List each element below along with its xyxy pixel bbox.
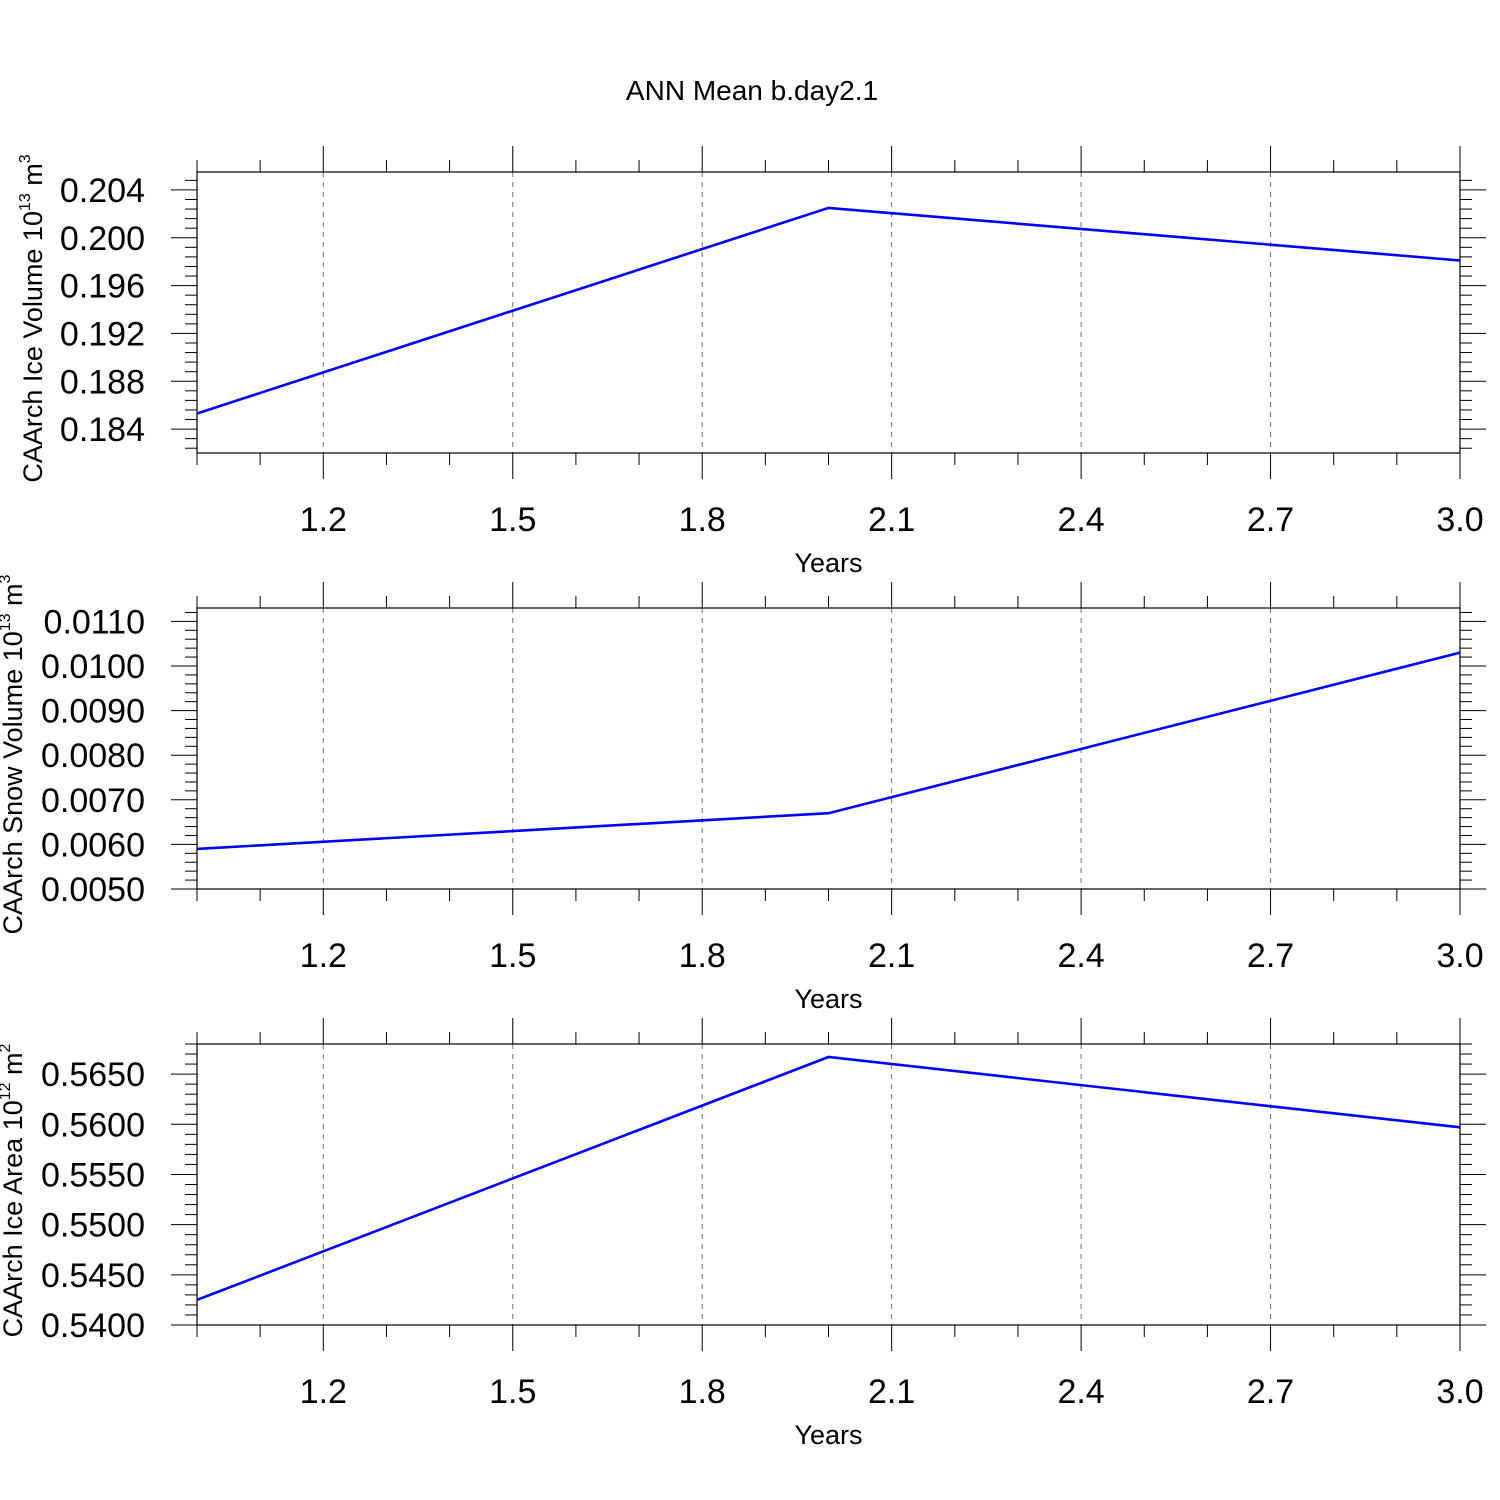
x-tick-label: 2.1 <box>868 937 915 975</box>
y-tick-label: 0.5550 <box>41 1156 145 1194</box>
x-axis-label: Years <box>794 1420 862 1450</box>
y-tick-label: 0.5450 <box>41 1257 145 1295</box>
figure-title: ANN Mean b.day2.1 <box>626 75 878 106</box>
x-tick-label: 2.4 <box>1057 501 1104 539</box>
y-axis-label: CAArch Snow Volume 1013 m3 <box>0 574 28 934</box>
x-tick-label: 1.8 <box>679 1373 726 1411</box>
y-tick-label: 0.204 <box>60 172 145 210</box>
chart-panel-1: 1.2 1.5 1.8 2.1 2.4 2.7 3.0 0.184 0.188 0.192 0.19… <box>17 146 1486 578</box>
x-tick-label: 2.7 <box>1247 937 1294 975</box>
x-tick-label: 1.8 <box>679 937 726 975</box>
x-axis-label: Years <box>794 548 862 578</box>
y-tick-label: 0.188 <box>60 363 145 401</box>
y-tick-label: 0.196 <box>60 268 145 306</box>
x-tick-label: 2.1 <box>868 1373 915 1411</box>
y-tick-label: 0.0060 <box>41 826 145 864</box>
y-tick-label: 0.5400 <box>41 1307 145 1345</box>
x-axis-label: Years <box>794 984 862 1014</box>
y-tick-label: 0.5650 <box>41 1056 145 1094</box>
panels: 1.2 1.5 1.8 2.1 2.4 2.7 3.0 0.184 0.188 0.192 0.19… <box>0 146 1486 1450</box>
y-tick-label: 0.0090 <box>41 693 145 731</box>
y-axis-label: CAArch Ice Volume 1013 m3 <box>17 154 48 482</box>
y-tick-label: 0.200 <box>60 220 145 258</box>
x-tick-label: 3.0 <box>1436 501 1483 539</box>
series-line-1 <box>196 651 1461 851</box>
y-tick-label: 0.5600 <box>41 1106 145 1144</box>
y-tick-label: 0.0050 <box>41 871 145 909</box>
y-tick-label: 0.0110 <box>44 603 145 641</box>
x-tick-label: 1.8 <box>679 501 726 539</box>
y-tick-label: 0.0100 <box>41 648 145 686</box>
x-tick-label: 1.2 <box>300 1373 347 1411</box>
x-tick-label: 1.5 <box>489 501 536 539</box>
x-tick-label: 1.5 <box>489 937 536 975</box>
y-tick-label: 0.0080 <box>41 737 145 775</box>
y-tick-label: 0.192 <box>60 315 145 353</box>
y-tick-label: 0.184 <box>60 411 145 449</box>
x-tick-label: 3.0 <box>1436 1373 1483 1411</box>
x-tick-label: 2.7 <box>1247 501 1294 539</box>
y-axis-label: CAArch Ice Area 1012 m2 <box>0 1043 28 1337</box>
chart-panel-3: 1.2 1.5 1.8 2.1 2.4 2.7 3.0 0.5400 0.5450 0.5500 0… <box>0 1018 1486 1450</box>
x-tick-label: 1.5 <box>489 1373 536 1411</box>
y-tick-label: 0.0070 <box>41 782 145 820</box>
y-tick-label: 0.5500 <box>41 1207 145 1245</box>
x-tick-label: 2.4 <box>1057 1373 1104 1411</box>
chart-panel-2: 1.2 1.5 1.8 2.1 2.4 2.7 3.0 0.0050 0.0060 0.0070 0… <box>0 574 1486 1014</box>
x-tick-label: 1.2 <box>300 501 347 539</box>
x-tick-label: 2.7 <box>1247 1373 1294 1411</box>
x-tick-label: 3.0 <box>1436 937 1483 975</box>
x-tick-label: 2.4 <box>1057 937 1104 975</box>
series-line-1 <box>196 206 1461 415</box>
series-line-1 <box>196 1055 1461 1302</box>
x-tick-label: 1.2 <box>300 937 347 975</box>
x-tick-label: 2.1 <box>868 501 915 539</box>
